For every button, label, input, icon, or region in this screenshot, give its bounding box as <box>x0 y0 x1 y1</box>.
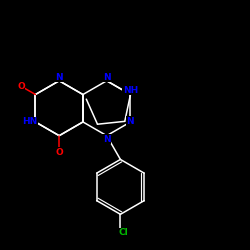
Text: HN: HN <box>22 118 38 126</box>
Text: N: N <box>55 73 63 82</box>
Text: Cl: Cl <box>118 228 128 237</box>
Text: N: N <box>126 117 134 126</box>
Text: N: N <box>103 73 110 82</box>
Text: O: O <box>55 148 63 157</box>
Text: N: N <box>103 135 110 144</box>
Text: O: O <box>17 82 25 91</box>
Text: NH: NH <box>123 86 138 95</box>
